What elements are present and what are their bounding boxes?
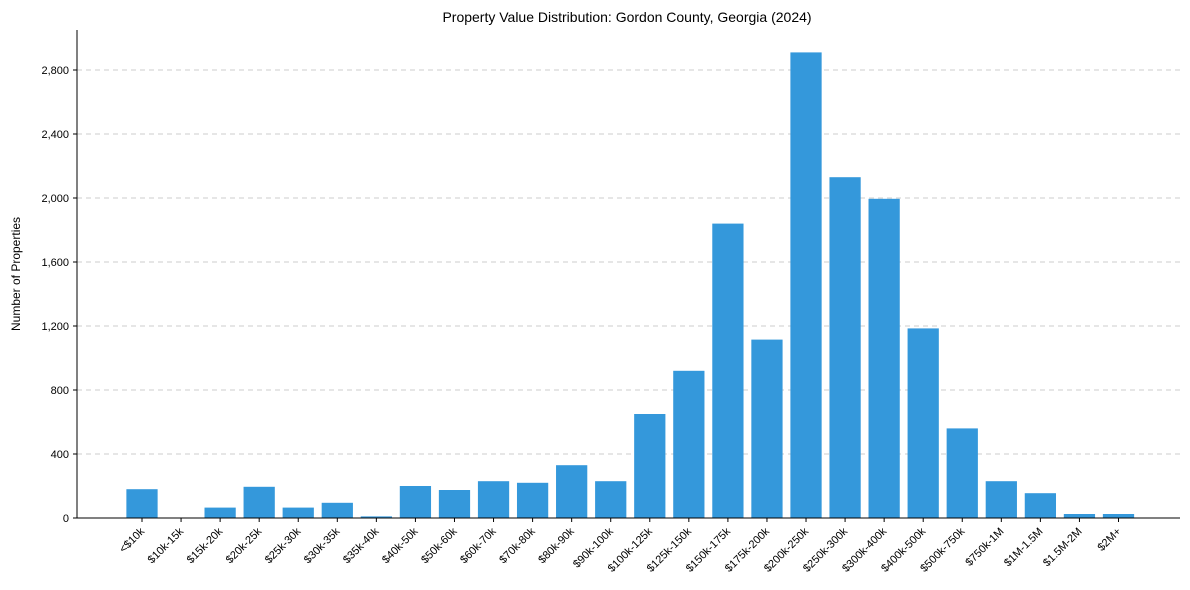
x-tick-label: $15k-20k — [185, 525, 226, 566]
x-tick-label: $25k-30k — [263, 525, 304, 566]
bar — [1024, 493, 1057, 518]
bar — [907, 328, 939, 518]
grid-lines — [77, 69, 1180, 455]
y-ticks: 0 400 800 1,200 1,600 2,000 2,400 2,800 — [41, 65, 77, 525]
x-tick-label: $20k-25k — [224, 525, 265, 566]
x-tick-label: $30k-35k — [302, 525, 343, 566]
x-tick-label: $2M+ — [1095, 526, 1123, 554]
x-tick-label: $40k-50k — [380, 525, 421, 566]
x-tick-label: $35k-40k — [341, 525, 382, 566]
bar — [360, 516, 392, 518]
bar — [985, 481, 1017, 518]
x-tick-label: $1M-1.5M — [1002, 526, 1046, 570]
y-tick-label: 2,000 — [41, 193, 69, 205]
bar — [516, 482, 549, 518]
y-tick-label: 0 — [63, 513, 69, 525]
x-tick-label: $60k-70k — [458, 525, 499, 566]
y-tick-label: 800 — [51, 385, 69, 397]
x-tick-label: $1.5M-2M — [1041, 526, 1085, 570]
bar — [634, 414, 666, 518]
bar — [399, 486, 432, 518]
bar — [556, 465, 588, 518]
y-tick-label: 2,400 — [41, 129, 69, 141]
bar — [712, 223, 744, 518]
chart-title: Property Value Distribution: Gordon Coun… — [442, 9, 811, 25]
x-tick-label: $10k-15k — [146, 525, 187, 566]
y-tick-label: 1,600 — [41, 257, 69, 269]
bar — [673, 370, 705, 518]
bar — [946, 428, 978, 518]
bar — [829, 177, 861, 518]
bar — [126, 489, 158, 518]
y-tick-label: 2,800 — [41, 65, 69, 77]
x-ticks: <$10k$10k-15k$15k-20k$20k-25k$25k-30k$30… — [117, 518, 1124, 575]
bar — [321, 502, 353, 518]
bar — [243, 486, 275, 518]
bar — [790, 52, 822, 519]
bar — [751, 339, 783, 518]
y-tick-label: 400 — [51, 449, 69, 461]
bar — [868, 198, 900, 519]
bar — [1102, 514, 1135, 518]
y-tick-label: 1,200 — [41, 321, 69, 333]
x-tick-label: $70k-80k — [497, 525, 538, 566]
x-tick-label: <$10k — [117, 525, 147, 555]
x-tick-label: $50k-60k — [419, 525, 460, 566]
bar — [204, 507, 236, 518]
x-tick-label: $750k-1M — [963, 526, 1006, 569]
x-tick-label: $80k-90k — [536, 525, 577, 566]
bar — [282, 507, 314, 518]
y-axis-label: Number of Properties — [9, 217, 23, 331]
bar — [1063, 514, 1096, 518]
bar — [595, 481, 627, 518]
bars — [126, 52, 1135, 519]
bar — [477, 481, 510, 518]
bar — [438, 490, 471, 518]
